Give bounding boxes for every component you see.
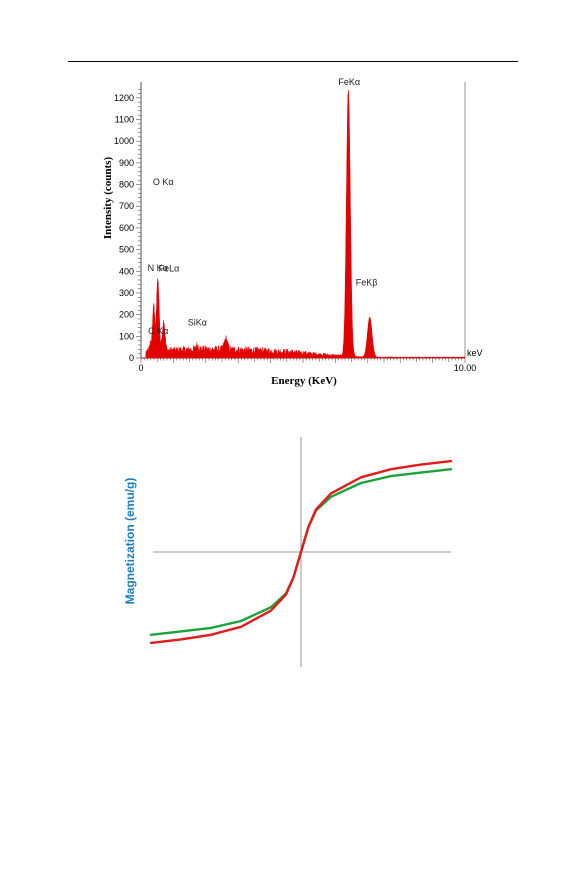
- eds-y-tick-label: 0: [129, 353, 134, 363]
- eds-peak-label: N Kα: [148, 263, 168, 273]
- eds-peak-label: O Kα: [153, 177, 174, 187]
- eds-y-tick-label: 1000: [114, 136, 134, 146]
- eds-peak-label: FeKα: [338, 77, 360, 87]
- eds-y-tick-label: 800: [119, 180, 134, 190]
- eds-y-tick-label: 200: [119, 310, 134, 320]
- eds-x-tick-label-start: 0: [138, 363, 143, 373]
- eds-y-tick-label: 1100: [115, 115, 134, 125]
- mh-y-axis-title: Magnetization (emu/g): [123, 478, 137, 605]
- mh-series-red: [149, 459, 453, 645]
- eds-peak-label: SiKα: [188, 317, 207, 327]
- eds-y-tick-label: 600: [119, 223, 134, 233]
- eds-y-tick-label: 700: [119, 201, 134, 211]
- eds-y-tick-label: 400: [119, 266, 134, 276]
- eds-y-tick-label: 300: [119, 288, 134, 298]
- eds-x-unit-label: keV: [467, 348, 483, 358]
- eds-x-axis-title: Energy (KeV): [271, 375, 337, 387]
- eds-y-axis-title: Intensity (counts): [102, 157, 114, 240]
- eds-x-tick-label-end: 10.00: [454, 363, 477, 373]
- eds-peak-label: FeLα: [159, 263, 180, 273]
- eds-spectrum-chart: 0 100 200 300 400 500 600 700 800 900 1000 1100 1200…: [102, 77, 483, 387]
- eds-peak-label: C Kα: [148, 326, 168, 336]
- eds-plot-area: 0 100 200 300 400 500 600 700 800 900 1000 1100 1200…: [114, 77, 466, 363]
- eds-y-tick-label: 900: [119, 158, 134, 168]
- eds-y-tick-label: 500: [119, 245, 134, 255]
- page-top-rule: [68, 61, 518, 62]
- eds-y-tick-label: 100: [119, 331, 134, 341]
- eds-peak-label: FeKβ: [356, 278, 378, 288]
- eds-spectrum-series: [141, 89, 466, 359]
- mh-plot-area: [149, 437, 453, 667]
- eds-y-tick-label: 1200: [114, 93, 134, 103]
